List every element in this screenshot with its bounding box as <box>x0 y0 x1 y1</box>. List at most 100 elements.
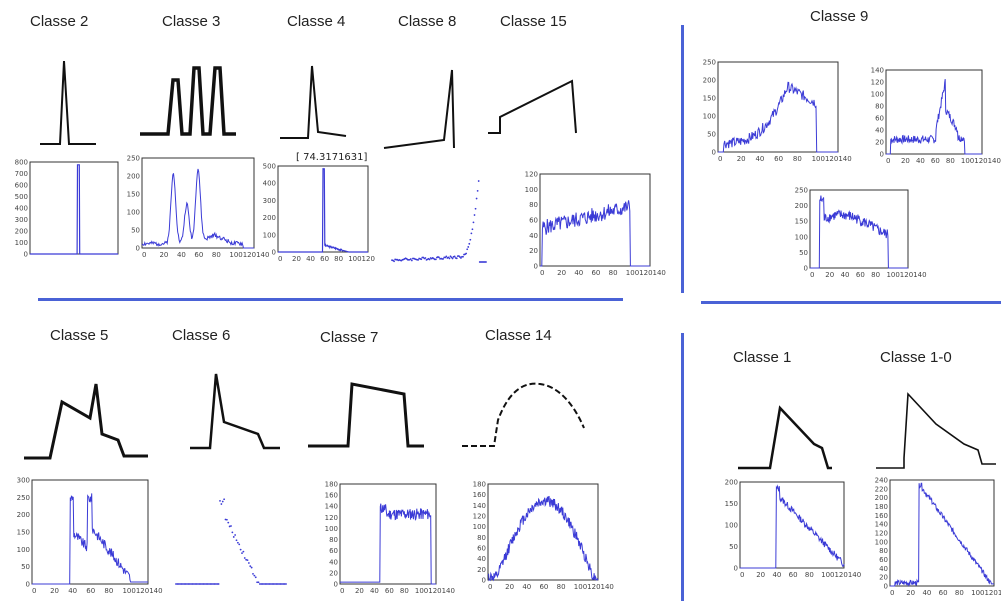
x-tick-label: 20 <box>756 571 765 579</box>
y-tick-label: 200 <box>15 228 28 236</box>
y-tick-label: 150 <box>725 500 738 508</box>
x-tick-label: 100120140 <box>971 589 1001 597</box>
y-tick-label: 150 <box>127 191 140 199</box>
template-classe-10 <box>874 392 999 472</box>
x-tick-label: 60 <box>86 587 95 595</box>
data-point <box>478 180 480 182</box>
series-line <box>30 165 118 254</box>
y-tick-label: 0 <box>26 581 30 589</box>
template-classe-7 <box>306 380 426 450</box>
y-tick-label: 140 <box>875 521 888 529</box>
series-line <box>810 196 908 268</box>
data-point <box>255 576 257 578</box>
separator-vertical-bottom <box>681 333 684 601</box>
y-tick-label: 140 <box>871 67 884 75</box>
x-tick-label: 40 <box>574 269 583 277</box>
y-tick-label: 80 <box>529 201 538 209</box>
plot-classe-1: 2001501005000 20 40 60 80 100120140 <box>712 478 854 580</box>
y-tick-label: 60 <box>329 547 338 555</box>
x-tick-label: 20 <box>159 251 168 259</box>
plot-classe-4: 50040030020010000 20 40 60 80 100120 <box>256 152 378 264</box>
data-point <box>425 257 427 259</box>
data-point <box>240 549 242 551</box>
x-tick-label: 40 <box>841 271 850 279</box>
y-tick-label: 50 <box>131 227 140 235</box>
data-point <box>220 503 222 505</box>
y-tick-label: 100 <box>795 233 808 241</box>
x-tick-label: 0 <box>278 255 282 263</box>
plot-classe-8 <box>386 164 494 270</box>
y-tick-label: 0 <box>24 251 28 259</box>
y-tick-label: 200 <box>127 173 140 181</box>
template-classe-2 <box>38 58 98 148</box>
x-tick-label: 100120 <box>348 255 375 263</box>
y-tick-label: 0 <box>880 151 884 159</box>
x-tick-label: 100120140 <box>886 271 926 279</box>
series-line <box>890 483 994 586</box>
x-tick-label: 0 <box>890 589 894 597</box>
x-tick-label: 20 <box>355 587 364 595</box>
y-tick-label: 150 <box>795 218 808 226</box>
data-point <box>469 239 471 241</box>
plot-classe-9-c: 250 200 150 100 50 00 20 40 60 80 100120140 <box>788 186 928 286</box>
y-tick-label: 300 <box>263 197 276 205</box>
y-tick-label: 250 <box>127 155 140 163</box>
x-tick-label: 60 <box>856 271 865 279</box>
x-tick-label: 100120140 <box>574 583 614 591</box>
data-point <box>438 256 440 258</box>
y-tick-label: 100 <box>325 525 338 533</box>
y-tick-label: 140 <box>325 503 338 511</box>
y-tick-label: 0 <box>482 577 486 585</box>
y-tick-label: 220 <box>875 485 888 493</box>
y-tick-label: 120 <box>875 530 888 538</box>
y-tick-label: 60 <box>529 217 538 225</box>
y-tick-label: 300 <box>15 216 28 224</box>
x-tick-label: 100120140 <box>812 155 852 163</box>
data-point <box>218 583 220 585</box>
x-tick-label: 60 <box>385 587 394 595</box>
y-tick-label: 200 <box>875 494 888 502</box>
y-tick-label: 100 <box>127 209 140 217</box>
x-tick-label: 60 <box>939 589 948 597</box>
plot-frame <box>30 162 118 254</box>
data-point <box>285 583 287 585</box>
series-line <box>142 169 254 248</box>
title-classe-5: Classe 5 <box>50 327 108 344</box>
y-tick-label: 200 <box>263 214 276 222</box>
y-tick-label: 100 <box>875 538 888 546</box>
y-tick-label: 180 <box>473 481 486 489</box>
y-tick-label: 120 <box>525 171 538 179</box>
y-tick-label: 300 <box>17 477 30 485</box>
data-point <box>251 567 253 569</box>
x-tick-label: 20 <box>557 269 566 277</box>
x-tick-label: 100120140 <box>415 587 455 595</box>
x-tick-label: 40 <box>772 571 781 579</box>
x-tick-label: 80 <box>793 155 802 163</box>
template-classe-1 <box>736 400 836 472</box>
y-tick-label: 80 <box>879 547 888 555</box>
y-tick-label: 120 <box>871 79 884 87</box>
plot-classe-2: 8007006005004003002001000 <box>10 160 122 258</box>
y-tick-label: 100 <box>15 239 28 247</box>
y-tick-label: 20 <box>529 247 538 255</box>
template-shape-c2 <box>40 61 96 144</box>
x-tick-label: 80 <box>104 587 113 595</box>
data-point <box>474 214 476 216</box>
y-tick-label: 0 <box>534 263 538 271</box>
y-tick-label: 120 <box>325 514 338 522</box>
data-point <box>476 198 478 200</box>
x-tick-label: 40 <box>68 587 77 595</box>
x-tick-label: 100120140 <box>626 269 666 277</box>
data-point <box>236 539 238 541</box>
y-tick-label: 60 <box>875 115 884 123</box>
data-point <box>226 519 228 521</box>
separator-vertical-top <box>681 25 684 293</box>
template-shape-c1 <box>738 408 832 468</box>
x-tick-label: 20 <box>737 155 746 163</box>
x-tick-label: 0 <box>810 271 814 279</box>
data-point <box>466 248 468 250</box>
title-classe-1: Classe 1 <box>733 349 791 366</box>
y-tick-label: 100 <box>725 522 738 530</box>
x-tick-label: 80 <box>805 571 814 579</box>
